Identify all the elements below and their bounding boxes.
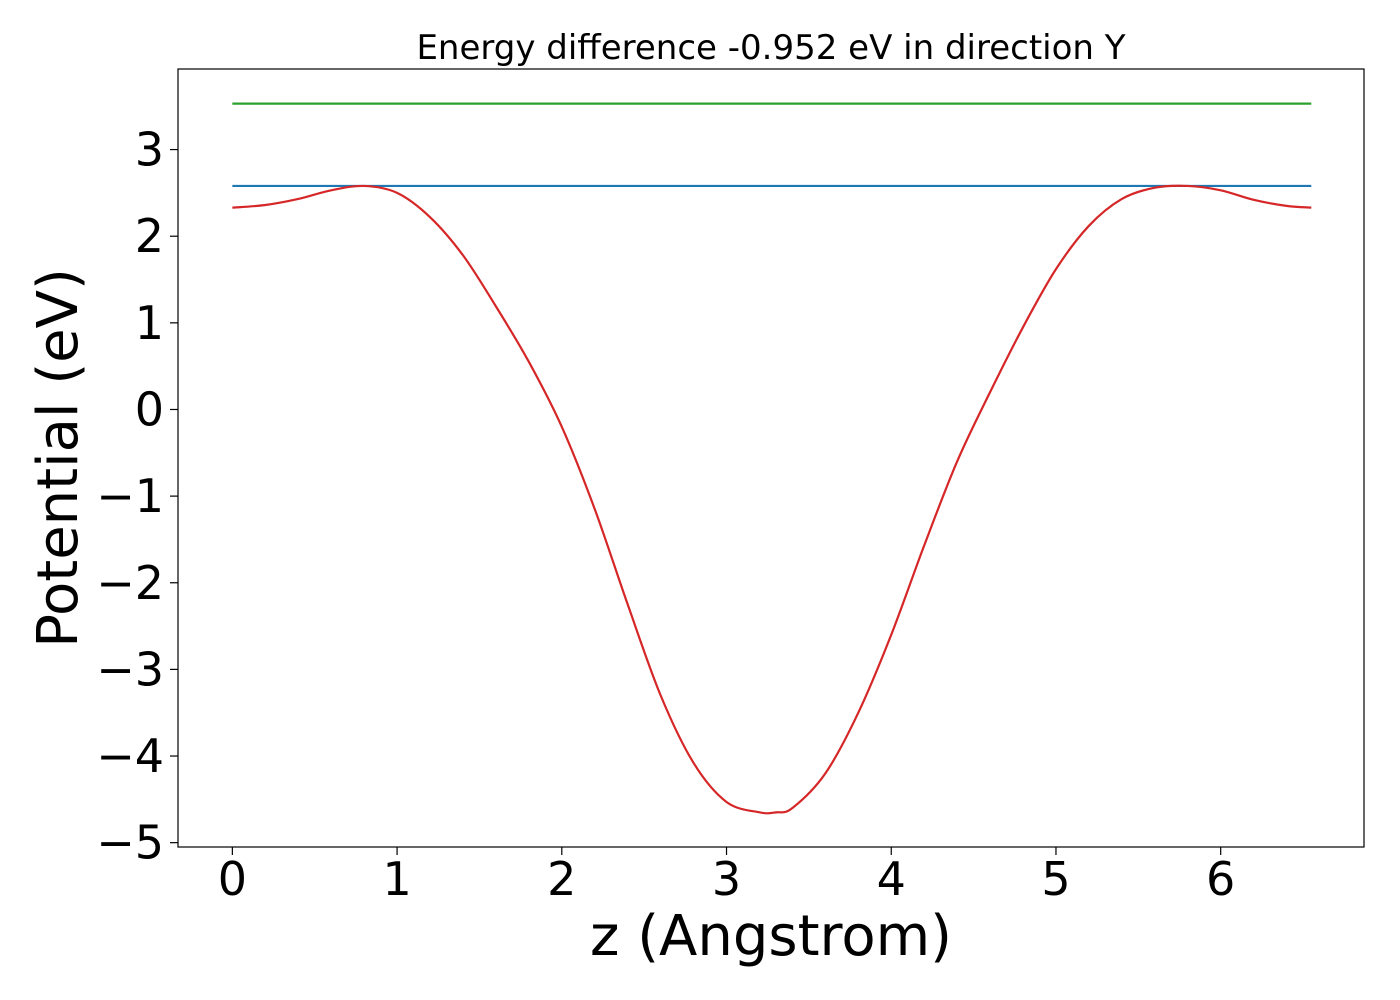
y-tick-label: 0: [135, 382, 164, 436]
x-axis: 0 1 2 3 4 5 6: [218, 847, 1235, 906]
x-tick-label: 6: [1206, 852, 1235, 906]
y-tick-label: 2: [135, 209, 164, 263]
y-tick-label: −1: [96, 469, 164, 523]
x-tick-label: 0: [218, 852, 247, 906]
y-tick-label: −2: [96, 556, 164, 610]
y-tick-label: −5: [96, 816, 164, 870]
x-tick-label: 3: [712, 852, 741, 906]
y-tick-label: −3: [96, 642, 164, 696]
y-axis-label: Potential (eV): [26, 268, 91, 648]
y-tick-label: −4: [96, 729, 164, 783]
y-axis: 3 2 1 0 −1 −2 −3 −4 −5: [96, 123, 178, 870]
x-tick-label: 2: [547, 852, 576, 906]
series-line-0: [232, 184, 1312, 815]
y-tick-label: 1: [135, 296, 164, 350]
chart-title: Energy difference -0.952 eV in direction…: [416, 28, 1125, 68]
series-layer: [232, 102, 1312, 815]
plot-frame: [177, 68, 1365, 848]
x-tick-label: 1: [382, 852, 411, 906]
x-tick-label: 5: [1041, 852, 1070, 906]
y-tick-label: 3: [135, 123, 164, 177]
x-axis-label: z (Angstrom): [590, 904, 952, 969]
x-tick-label: 4: [877, 852, 906, 906]
